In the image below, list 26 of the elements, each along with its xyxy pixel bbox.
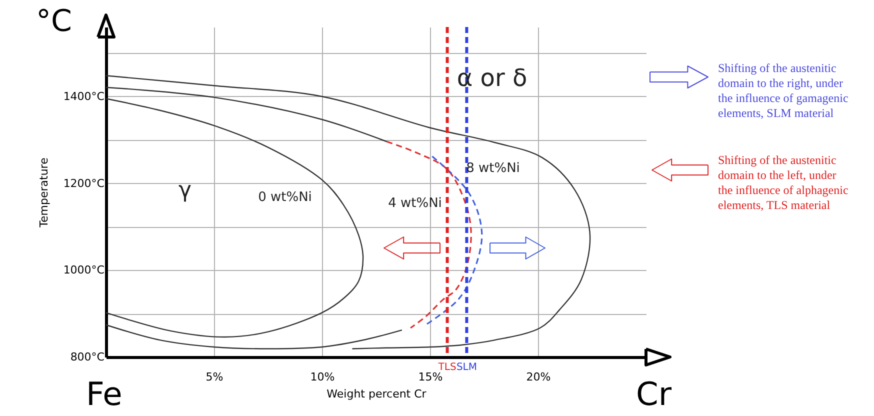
y-tick-label: 800°C (70, 350, 105, 364)
x-tick-label: 20% (526, 370, 551, 384)
text: Shifting of the austenitic domain to the left, under the influence of alphagenic elements, TLS material (718, 153, 848, 212)
ref-line-label: SLM (456, 362, 477, 373)
annotation: 4 wt%Ni (388, 196, 442, 211)
line-series (105, 324, 403, 350)
line-series (386, 140, 472, 329)
annotation: 8 wt%Ni (466, 161, 520, 176)
annotation: 0 wt%Ni (258, 190, 312, 205)
y-tick-label: 1400°C (63, 90, 105, 103)
x-axis-title: Weight percent Cr (326, 388, 427, 400)
annotation: γ (178, 178, 192, 203)
ref-line-label: TLS (437, 362, 456, 373)
text: °C (36, 4, 72, 39)
y-tick-label: 1000°C (63, 264, 105, 277)
line-series (105, 98, 364, 338)
annotation: α or δ (456, 64, 528, 92)
x-tick-label: 5% (206, 370, 224, 384)
x-tick-label: 10% (310, 370, 335, 384)
text: Cr (636, 375, 672, 413)
x-tick-label: 15% (418, 370, 443, 384)
text: Fe (86, 375, 122, 413)
y-axis-title: Temperature (37, 157, 50, 228)
text: Shifting of the austenitic domain to the right, under the influence of gamagenic elements, SLM material (718, 61, 848, 120)
line-series (105, 86, 388, 142)
y-tick-label: 1200°C (63, 176, 105, 190)
